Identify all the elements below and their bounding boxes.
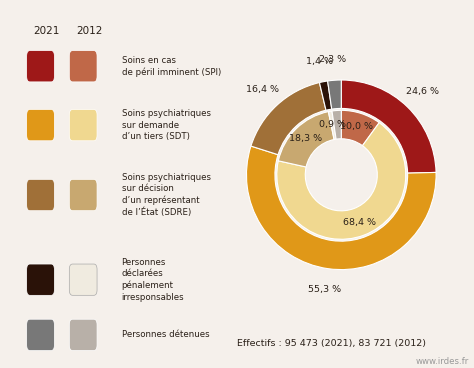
- Text: Effectifs : 95 473 (2021), 83 721 (2012): Effectifs : 95 473 (2021), 83 721 (2012): [237, 339, 426, 348]
- Text: 18,3 %: 18,3 %: [289, 134, 322, 143]
- Text: 2,3 %: 2,3 %: [319, 55, 346, 64]
- Text: 2012: 2012: [76, 26, 103, 36]
- FancyBboxPatch shape: [27, 319, 55, 350]
- FancyBboxPatch shape: [27, 51, 55, 82]
- Text: 2021: 2021: [34, 26, 60, 36]
- FancyBboxPatch shape: [69, 264, 97, 295]
- Text: 16,4 %: 16,4 %: [246, 85, 279, 95]
- Text: 68,4 %: 68,4 %: [343, 218, 376, 227]
- Text: www.irdes.fr: www.irdes.fr: [416, 357, 469, 366]
- Text: 55,3 %: 55,3 %: [309, 285, 342, 294]
- Wedge shape: [277, 123, 406, 239]
- Text: Soins en cas
de péril imminent (SPI): Soins en cas de péril imminent (SPI): [121, 56, 221, 77]
- Wedge shape: [319, 81, 332, 110]
- Text: Personnes
déclarées
pénalement
irresponsables: Personnes déclarées pénalement irrespons…: [121, 258, 184, 302]
- Wedge shape: [328, 111, 336, 139]
- FancyBboxPatch shape: [69, 51, 97, 82]
- Text: 1,4 %: 1,4 %: [306, 57, 333, 66]
- Wedge shape: [341, 110, 379, 146]
- Wedge shape: [278, 112, 334, 167]
- Text: 0,9 %: 0,9 %: [319, 120, 346, 130]
- FancyBboxPatch shape: [69, 110, 97, 141]
- Wedge shape: [341, 80, 436, 173]
- Wedge shape: [332, 110, 341, 139]
- Text: 10,0 %: 10,0 %: [340, 122, 374, 131]
- FancyBboxPatch shape: [27, 180, 55, 211]
- Text: Soins psychiatriques
sur décision
d’un représentant
de l’État (SDRE): Soins psychiatriques sur décision d’un r…: [121, 173, 210, 217]
- Text: Soins psychiatriques
sur demande
d’un tiers (SDT): Soins psychiatriques sur demande d’un ti…: [121, 109, 210, 141]
- FancyBboxPatch shape: [27, 264, 55, 295]
- Wedge shape: [328, 80, 341, 109]
- Wedge shape: [246, 146, 436, 270]
- Wedge shape: [251, 82, 326, 155]
- Text: Personnes détenues: Personnes détenues: [121, 330, 209, 339]
- Text: 24,6 %: 24,6 %: [406, 88, 438, 96]
- FancyBboxPatch shape: [69, 319, 97, 350]
- FancyBboxPatch shape: [27, 110, 55, 141]
- FancyBboxPatch shape: [69, 180, 97, 211]
